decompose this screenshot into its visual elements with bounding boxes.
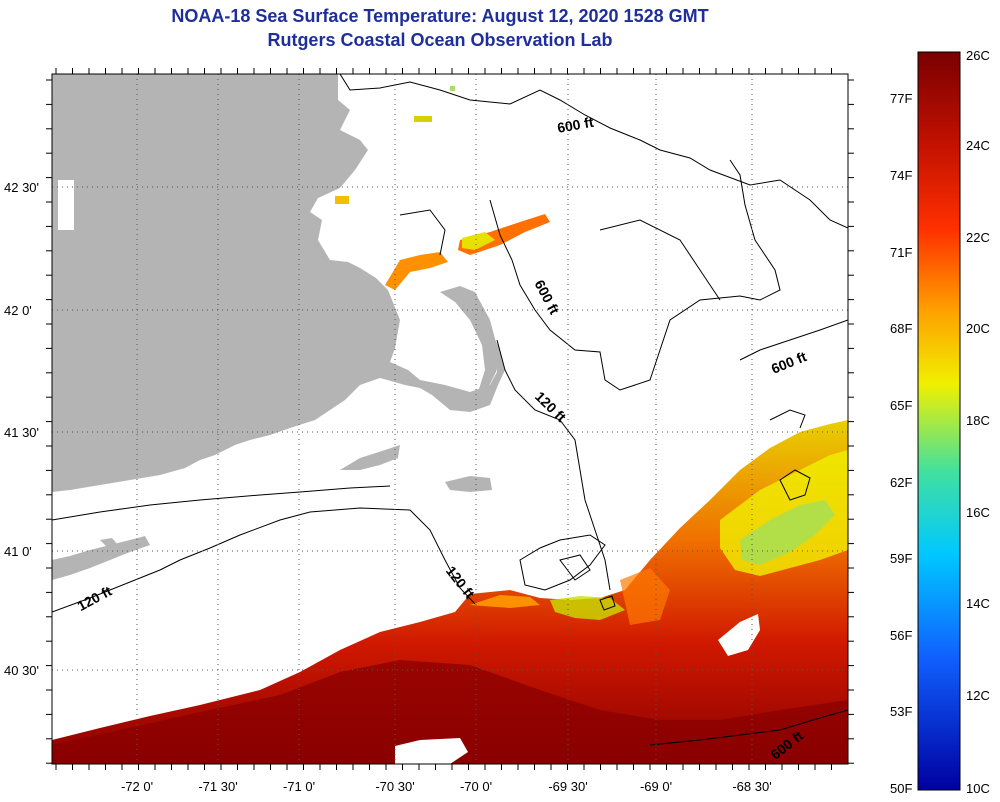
colorbar-f-label: 53F [890,704,912,719]
y-tick-label: 42 0' [4,303,32,318]
colorbar-c-label: 20C [966,321,990,336]
axis-ticks [46,68,854,770]
sst-speck-3 [335,196,349,204]
colorbar-c-label: 22C [966,230,990,245]
x-tick-label: -71 30' [198,779,237,794]
y-tick-label: 41 30' [4,425,39,440]
colorbar-c-label: 14C [966,596,990,611]
y-tick-label: 41 0' [4,544,32,559]
inlet [58,180,74,230]
colorbar-f-label: 56F [890,628,912,643]
x-tick-label: -69 0' [640,779,672,794]
colorbar-f-label: 65F [890,398,912,413]
colorbar-c-label: 16C [966,505,990,520]
colorbar-f-label: 74F [890,168,912,183]
x-tick-label: -70 0' [460,779,492,794]
sst-nodata-hole [718,614,760,656]
sst-warm-south [52,660,848,764]
x-tick-label: -71 0' [283,779,315,794]
x-tick-label: -70 30' [375,779,414,794]
land-cape-cod [440,286,498,392]
contour-label-1: 600 ft [556,114,595,136]
y-axis-labels: 42 30' 42 0' 41 30' 41 0' 40 30' [4,180,39,678]
colorbar-f-label: 71F [890,245,912,260]
map-title: NOAA-18 Sea Surface Temperature: August … [0,4,880,52]
colorbar: 77F 74F 71F 68F 65F 62F 59F 56F 53F 50F … [890,48,990,796]
land-marthas-vineyard [340,445,400,470]
depth-contours [52,74,848,746]
map-border [51,73,849,765]
sst-nodata-hole-2 [395,738,468,764]
colorbar-c-label: 18C [966,413,990,428]
colorbar-c-label: 24C [966,138,990,153]
colorbar-f-label: 77F [890,91,912,106]
sst-main-band [52,420,848,764]
y-tick-label: 40 30' [4,663,39,678]
sst-cold-core [740,500,835,565]
colorbar-f-label: 59F [890,551,912,566]
colorbar-gradient [917,51,961,791]
colorbar-c-label: 26C [966,48,990,63]
sst-shoals-patch [550,596,625,620]
sst-bay-streak [385,252,448,290]
graticule [52,74,848,764]
sst-orange-patch [620,568,670,625]
colorbar-c-label: 12C [966,688,990,703]
colorbar-f-label: 62F [890,475,912,490]
x-axis-labels: -72 0' -71 30' -71 0' -70 30' -70 0' -69… [121,779,772,794]
sst-offshore-streak-yellow [462,232,495,250]
x-tick-label: -72 0' [121,779,153,794]
title-line-2: Rutgers Coastal Ocean Observation Lab [267,30,613,50]
colorbar-f-label: 50F [890,781,912,796]
y-tick-label: 42 30' [4,180,39,195]
colorbar-c-label: 10C [966,781,990,796]
sst-speck-2 [450,86,455,91]
x-tick-label: -69 30' [548,779,587,794]
land-nantucket [445,476,492,492]
land-block-island [100,538,118,548]
sst-inshore-streak [470,595,540,608]
x-tick-label: -68 30' [732,779,771,794]
land-long-island [52,536,150,580]
colorbar-f-label: 68F [890,321,912,336]
title-line-1: NOAA-18 Sea Surface Temperature: August … [171,6,709,26]
land-new-england [52,74,505,492]
sst-speck [414,116,432,122]
